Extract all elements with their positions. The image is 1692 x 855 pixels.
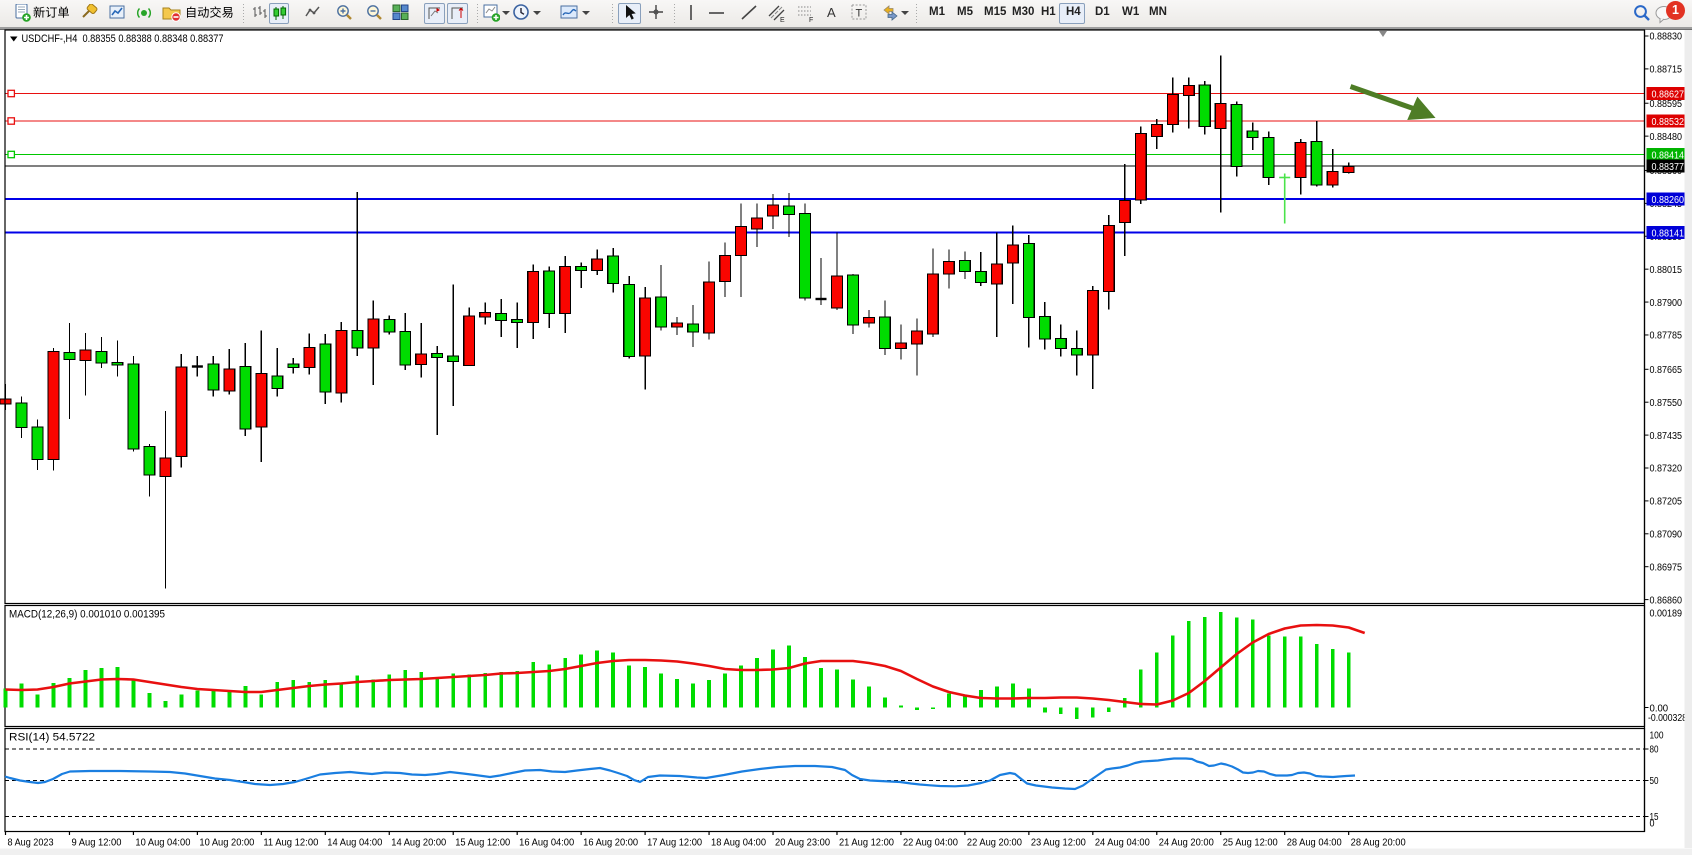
svg-text:17 Aug 12:00: 17 Aug 12:00 <box>647 838 702 849</box>
svg-text:0.00189: 0.00189 <box>1650 608 1683 619</box>
svg-text:RSI(14) 54.5722: RSI(14) 54.5722 <box>9 732 95 744</box>
svg-text:0.88627: 0.88627 <box>1652 89 1685 100</box>
svg-text:0.86975: 0.86975 <box>1650 562 1683 573</box>
svg-text:0.88480: 0.88480 <box>1650 132 1683 143</box>
svg-text:-0.000328: -0.000328 <box>1648 713 1687 724</box>
svg-text:0.87320: 0.87320 <box>1650 464 1683 475</box>
svg-text:23 Aug 12:00: 23 Aug 12:00 <box>1031 838 1086 849</box>
svg-text:11 Aug 12:00: 11 Aug 12:00 <box>263 838 318 849</box>
svg-text:0.87205: 0.87205 <box>1650 497 1683 508</box>
svg-text:24 Aug 04:00: 24 Aug 04:00 <box>1095 838 1150 849</box>
svg-text:100: 100 <box>1650 731 1664 742</box>
svg-text:0.88715: 0.88715 <box>1650 65 1683 76</box>
svg-text:28 Aug 20:00: 28 Aug 20:00 <box>1351 838 1406 849</box>
svg-text:0.88260: 0.88260 <box>1652 195 1685 206</box>
svg-text:10 Aug 20:00: 10 Aug 20:00 <box>199 838 254 849</box>
svg-text:USDCHF-,H4 0.88355 0.88388 0.: USDCHF-,H4 0.88355 0.88388 0.88348 0.883… <box>22 33 224 45</box>
svg-text:9 Aug 12:00: 9 Aug 12:00 <box>71 838 121 849</box>
svg-text:0.87550: 0.87550 <box>1650 398 1683 409</box>
svg-text:50: 50 <box>1650 776 1659 787</box>
svg-text:16 Aug 20:00: 16 Aug 20:00 <box>583 838 638 849</box>
svg-text:0.88414: 0.88414 <box>1652 150 1685 161</box>
svg-text:20 Aug 23:00: 20 Aug 23:00 <box>775 838 830 849</box>
svg-text:0.87900: 0.87900 <box>1650 298 1683 309</box>
svg-text:18 Aug 04:00: 18 Aug 04:00 <box>711 838 766 849</box>
svg-text:0.87090: 0.87090 <box>1650 529 1683 540</box>
svg-text:T: T <box>856 8 863 20</box>
svg-text:0.88595: 0.88595 <box>1650 99 1683 110</box>
svg-text:0.87665: 0.87665 <box>1650 365 1683 376</box>
svg-text:0.88377: 0.88377 <box>1652 162 1685 173</box>
svg-text:0: 0 <box>1650 819 1655 830</box>
svg-text:80: 80 <box>1650 745 1659 756</box>
svg-text:21 Aug 12:00: 21 Aug 12:00 <box>839 838 894 849</box>
svg-text:24 Aug 20:00: 24 Aug 20:00 <box>1159 838 1214 849</box>
svg-text:0.87785: 0.87785 <box>1650 331 1683 342</box>
svg-text:15: 15 <box>1650 812 1659 823</box>
svg-text:0.87435: 0.87435 <box>1650 431 1683 442</box>
svg-text:22 Aug 04:00: 22 Aug 04:00 <box>903 838 958 849</box>
svg-text:0.88015: 0.88015 <box>1650 265 1683 276</box>
svg-text:25 Aug 12:00: 25 Aug 12:00 <box>1223 838 1278 849</box>
svg-text:MACD(12,26,9) 0.001010 0.00139: MACD(12,26,9) 0.001010 0.001395 <box>9 609 165 621</box>
svg-text:28 Aug 04:00: 28 Aug 04:00 <box>1287 838 1342 849</box>
svg-text:0.88532: 0.88532 <box>1652 117 1685 128</box>
svg-text:0.00: 0.00 <box>1650 703 1669 714</box>
svg-text:0.88830: 0.88830 <box>1650 32 1683 43</box>
svg-text:14 Aug 04:00: 14 Aug 04:00 <box>327 838 382 849</box>
svg-text:15 Aug 12:00: 15 Aug 12:00 <box>455 838 510 849</box>
svg-text:E: E <box>780 17 785 23</box>
svg-text:16 Aug 04:00: 16 Aug 04:00 <box>519 838 574 849</box>
svg-text:0.88141: 0.88141 <box>1652 228 1685 239</box>
svg-text:22 Aug 20:00: 22 Aug 20:00 <box>967 838 1022 849</box>
svg-text:0.86860: 0.86860 <box>1650 595 1683 606</box>
svg-text:10 Aug 04:00: 10 Aug 04:00 <box>135 838 190 849</box>
svg-text:F: F <box>809 17 813 23</box>
svg-text:14 Aug 20:00: 14 Aug 20:00 <box>391 838 446 849</box>
svg-text:8 Aug 2023: 8 Aug 2023 <box>8 838 54 849</box>
